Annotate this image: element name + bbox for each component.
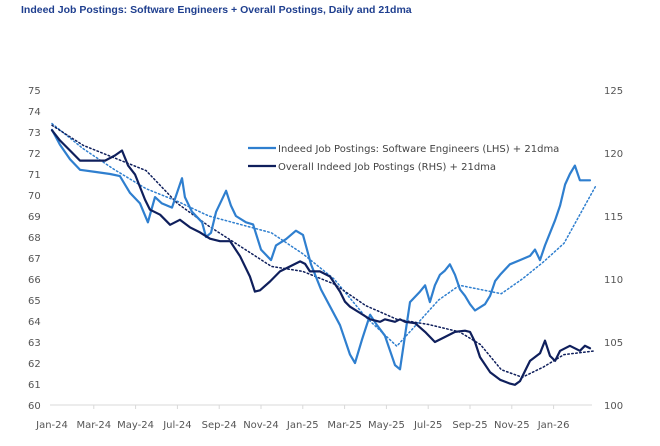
y-left-tick-label: 60: [28, 401, 41, 412]
y-left-tick-label: 68: [28, 233, 41, 244]
y-left-tick-label: 62: [28, 359, 41, 370]
chart-title: Indeed Job Postings: Software Engineers …: [21, 4, 412, 16]
y-left-tick-label: 73: [28, 128, 41, 139]
x-tick-label: Jan-24: [35, 420, 68, 431]
y-left-tick-label: 61: [28, 380, 41, 391]
y-right-tick-label: 100: [604, 401, 623, 412]
y-right-tick-label: 125: [604, 86, 623, 97]
y-left-tick-label: 71: [28, 170, 41, 181]
y-left-tick-label: 74: [28, 107, 41, 118]
y-left-tick-label: 66: [28, 275, 41, 286]
axes: Jan-24 Mar-24 May-24 Jul-24 Sep-24 Nov-24 Jan-…: [28, 86, 623, 431]
x-tick-label: Jan-26: [537, 420, 570, 431]
y-left-tick-label: 69: [28, 212, 41, 223]
software-engineers-21dma-line: [51, 122, 597, 347]
x-tick-label: Sep-25: [452, 420, 487, 431]
y-right-tick-label: 120: [604, 149, 623, 160]
x-tick-label: Nov-24: [243, 420, 279, 431]
x-tick-label: Jul-24: [162, 420, 191, 431]
y-right-tick-label: 110: [604, 275, 623, 286]
x-tick-label: Mar-24: [77, 420, 112, 431]
legend-label: Indeed Job Postings: Software Engineers …: [278, 144, 559, 155]
software-engineers-line: [50, 128, 592, 371]
y-right-tick-label: 115: [604, 212, 623, 223]
y-left-tick-label: 67: [28, 254, 41, 265]
x-tick-label: May-25: [368, 420, 405, 431]
series-group: [50, 122, 597, 386]
x-tick-label: Mar-25: [327, 420, 362, 431]
overall-postings-21dma-line: [51, 124, 597, 379]
overall-postings-line: [50, 129, 592, 386]
x-tick-label: Jul-25: [413, 420, 442, 431]
y-left-tick-label: 64: [28, 317, 41, 328]
x-tick-label: Nov-25: [494, 420, 530, 431]
x-tick-label: Sep-24: [202, 420, 237, 431]
y-left-tick-label: 70: [28, 191, 41, 202]
x-tick-label: May-24: [117, 420, 154, 431]
y-left-tick-label: 65: [28, 296, 41, 307]
y-left-tick-label: 75: [28, 86, 41, 97]
y-left-tick-label: 72: [28, 149, 41, 160]
legend-label: Overall Indeed Job Postings (RHS) + 21dm…: [278, 162, 496, 173]
y-right-tick-label: 105: [604, 338, 623, 349]
y-left-tick-label: 63: [28, 338, 41, 349]
x-tick-label: Jan-25: [286, 420, 319, 431]
legend: Indeed Job Postings: Software Engineers …: [248, 144, 559, 173]
